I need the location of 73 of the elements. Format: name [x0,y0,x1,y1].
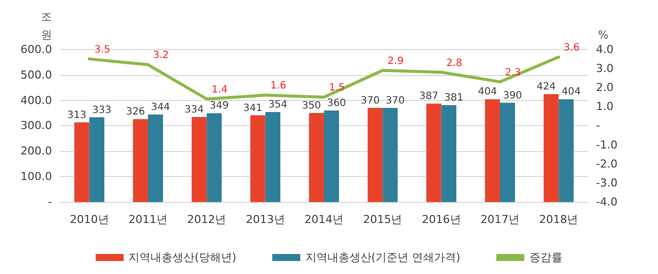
data-label: 344 [150,102,170,114]
data-label: 3.5 [94,44,110,56]
y-axis-title: 조원 [41,10,52,42]
x-tick-label: 2010년 [70,213,109,226]
data-label: 3.6 [564,42,580,54]
y2-tick-label: 2.0 [596,81,614,94]
y-tick-label: - [48,196,52,208]
data-label: 354 [268,99,288,110]
bar [500,102,515,202]
data-label: 2.8 [446,58,462,69]
y2-tick-label: -3.0 [596,176,618,190]
data-label: 404 [562,86,581,98]
y-tick-label: 500.0 [20,68,52,82]
y2-tick-label: 3.0 [596,62,614,75]
y-tick-label: 100.0 [20,170,52,184]
data-label: 370 [360,95,380,106]
data-label: 390 [502,90,522,102]
y-tick-label: 600.0 [20,42,52,56]
bar [148,114,163,202]
x-tick-label: 2014년 [304,213,344,226]
y2-tick-label: -4.0 [596,196,618,208]
bar [368,108,383,202]
y-tick-label: 300.0 [20,119,52,132]
y-tick-label: 400.0 [20,94,52,107]
bar [250,115,266,202]
bar [133,119,148,202]
data-label: 2.9 [388,56,404,67]
y-tick-label: 200.0 [20,144,52,158]
data-label: 1.6 [270,80,286,92]
data-label: 424 [536,82,556,93]
legend-label: 증감률 [529,251,562,264]
bar [89,117,104,202]
data-label: 349 [210,100,229,112]
bar [441,105,456,202]
data-label: 3.2 [153,50,169,62]
data-label: 334 [184,104,204,116]
y2-tick-label: -2.0 [596,157,618,170]
data-label: 326 [126,106,146,118]
data-label: 404 [478,86,498,98]
bar [558,99,574,202]
x-tick-label: 2015년 [363,213,402,226]
bar [309,112,324,202]
data-label: 333 [92,104,112,116]
bar [382,108,398,202]
data-label: 313 [67,110,86,121]
x-tick-label: 2011년 [128,213,168,226]
data-label: 387 [419,91,438,102]
data-label: 1.4 [212,84,228,96]
y2-tick-label: 1.0 [596,100,614,114]
y2-axis-title: % [598,28,608,42]
bar [426,104,442,202]
legend-label: 지역내총생산(기준년 연쇄가격) [305,251,460,264]
bar [206,113,222,202]
x-tick-label: 2012년 [187,213,226,226]
x-tick-label: 2016년 [422,213,461,226]
data-label: 350 [302,100,322,112]
data-label: 341 [243,102,262,114]
legend-label: 지역내총생산(당해년) [128,251,236,264]
bar [265,112,280,202]
y2-tick-label: - [596,119,600,132]
bar [485,99,500,202]
data-label: 370 [386,95,405,106]
y2-tick-label: -1.0 [596,138,618,152]
data-label: 381 [444,92,464,104]
bar [74,122,90,202]
data-label: 360 [326,98,346,109]
y2-tick-label: 4.0 [596,42,614,56]
x-tick-label: 2018년 [539,213,578,226]
x-tick-label: 2017년 [480,213,520,226]
bar [192,117,207,202]
bar [544,94,559,202]
bar [324,110,339,202]
x-tick-label: 2013년 [246,213,285,226]
